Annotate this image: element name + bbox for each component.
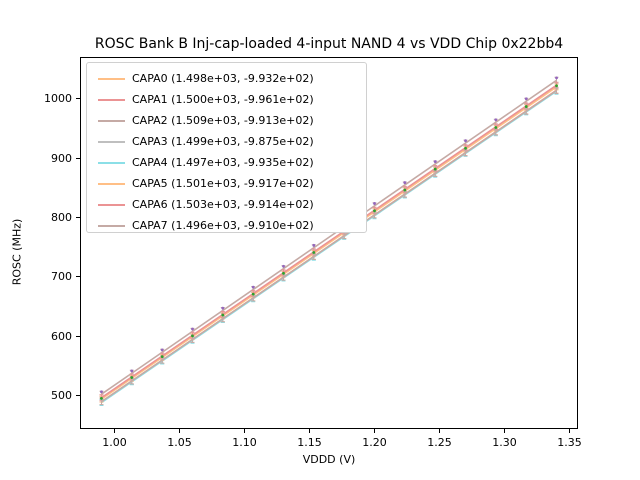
errorbar-cap-dot (251, 292, 255, 296)
x-tick-label: 1.00 (102, 436, 127, 449)
y-tick (76, 157, 80, 159)
legend-label-CAPA4: CAPA4 (1.497e+03, -9.935e+02) (132, 156, 314, 169)
legend-label-CAPA1: CAPA1 (1.500e+03, -9.961e+02) (132, 93, 314, 106)
y-tick (76, 395, 80, 397)
x-tick-label: 1.35 (557, 436, 582, 449)
legend-swatch-CAPA4 (98, 161, 125, 164)
errorbar-cap-dot (130, 376, 134, 379)
errorbar-cap-dot (464, 139, 467, 143)
legend-swatch-CAPA3 (98, 140, 125, 143)
errorbar-cap-dot (221, 313, 225, 317)
x-tick (504, 429, 506, 433)
y-tick-label: 800 (51, 210, 72, 224)
series-line-CAPA2 (101, 79, 557, 395)
legend-swatch-CAPA7 (98, 224, 125, 227)
series-line-CAPA7 (101, 89, 557, 403)
errorbar-cap-dot (524, 97, 528, 101)
x-tick-label: 1.25 (427, 436, 452, 449)
x-tick (569, 429, 571, 433)
errorbar-cap-dot (160, 348, 164, 352)
legend-swatch-CAPA6 (98, 203, 125, 206)
legend-label-CAPA5: CAPA5 (1.501e+03, -9.917e+02) (132, 177, 314, 190)
x-axis-label: VDDD (V) (302, 453, 356, 466)
errorbar-cap-dot (494, 126, 498, 129)
errorbar-cap-dot (312, 243, 316, 247)
x-tick (308, 429, 310, 433)
legend-row-CAPA2: CAPA2 (1.509e+03, -9.913e+02) (87, 110, 366, 131)
x-tick-label: 1.10 (232, 436, 257, 449)
legend-swatch-CAPA2 (98, 119, 125, 122)
x-tick (374, 429, 375, 433)
errorbar-cap-dot (312, 251, 316, 254)
y-tick-label: 1000 (44, 92, 72, 106)
legend-label-CAPA3: CAPA3 (1.499e+03, -9.875e+02) (132, 135, 314, 148)
y-tick-label: 700 (51, 270, 72, 284)
legend-row-CAPA0: CAPA0 (1.498e+03, -9.932e+02) (87, 68, 366, 89)
errorbar-cap-dot (282, 271, 285, 275)
y-tick (76, 98, 80, 100)
x-tick (113, 429, 115, 433)
legend-box: CAPA0 (1.498e+03, -9.932e+02) CAPA1 (1.50… (86, 62, 367, 233)
legend-row-CAPA4: CAPA4 (1.497e+03, -9.935e+02) (87, 152, 366, 173)
x-tick-label: 1.15 (297, 436, 322, 449)
errorbar-cap-dot (251, 285, 255, 289)
legend-label-CAPA0: CAPA0 (1.498e+03, -9.932e+02) (132, 72, 314, 85)
errorbar-cap-dot (100, 390, 103, 394)
legend-label-CAPA6: CAPA6 (1.503e+03, -9.914e+02) (132, 198, 314, 211)
y-tick-label: 600 (51, 329, 72, 343)
errorbar-cap-dot (221, 306, 225, 310)
errorbar-cap-dot (191, 334, 194, 338)
errorbar-cap-dot (555, 76, 558, 80)
series-line-CAPA6 (101, 84, 557, 399)
legend-row-CAPA5: CAPA5 (1.501e+03, -9.917e+02) (87, 173, 366, 194)
legend-swatch-CAPA1 (98, 98, 125, 101)
errorbar-cap-dot (555, 84, 558, 88)
errorbar-cap-dot (373, 209, 376, 213)
x-tick-label: 1.20 (362, 436, 387, 449)
errorbar-cap-dot (403, 181, 407, 184)
plot-lines-svg (99, 76, 559, 406)
errorbar-cap-dot (494, 118, 498, 122)
errorbar-cap-dot (130, 369, 134, 373)
y-tick-label: 500 (51, 389, 72, 403)
legend-row-CAPA7: CAPA7 (1.496e+03, -9.910e+02) (87, 215, 366, 236)
legend-row-CAPA1: CAPA1 (1.500e+03, -9.961e+02) (87, 89, 366, 110)
errorbar-cap-dot (403, 188, 407, 192)
legend-swatch-CAPA5 (98, 182, 125, 185)
legend-label-CAPA7: CAPA7 (1.496e+03, -9.910e+02) (132, 219, 314, 232)
legend-row-CAPA3: CAPA3 (1.499e+03, -9.875e+02) (87, 131, 366, 152)
x-tick (243, 429, 245, 433)
x-tick-label: 1.30 (492, 436, 517, 449)
y-tick (76, 335, 80, 337)
errorbar-cap-dot (282, 264, 285, 268)
chart-title: ROSC Bank B Inj-cap-loaded 4-input NAND … (94, 36, 564, 52)
x-tick-label: 1.05 (167, 436, 192, 449)
errorbar-cap-dot (433, 167, 437, 171)
y-tick (76, 216, 80, 218)
legend-row-CAPA6: CAPA6 (1.503e+03, -9.914e+02) (87, 194, 366, 215)
errorbar-cap-dot (464, 146, 467, 150)
errorbar-cap-dot (100, 396, 103, 400)
y-axis-label: ROSC (MHz) (10, 218, 24, 286)
errorbar-cap-dot (524, 105, 528, 108)
legend-label-CAPA2: CAPA2 (1.509e+03, -9.913e+02) (132, 114, 314, 127)
errorbar-cap-dot (191, 327, 194, 331)
y-tick-label: 900 (51, 151, 72, 165)
x-tick (439, 429, 441, 433)
legend-swatch-CAPA0 (98, 77, 125, 80)
y-tick (76, 276, 80, 278)
errorbar-cap-dot (433, 160, 437, 163)
errorbar-cap-dot (160, 355, 164, 359)
series-line-CAPA5 (101, 86, 557, 400)
errorbar-cap-dot (373, 202, 376, 205)
x-tick (178, 429, 180, 433)
